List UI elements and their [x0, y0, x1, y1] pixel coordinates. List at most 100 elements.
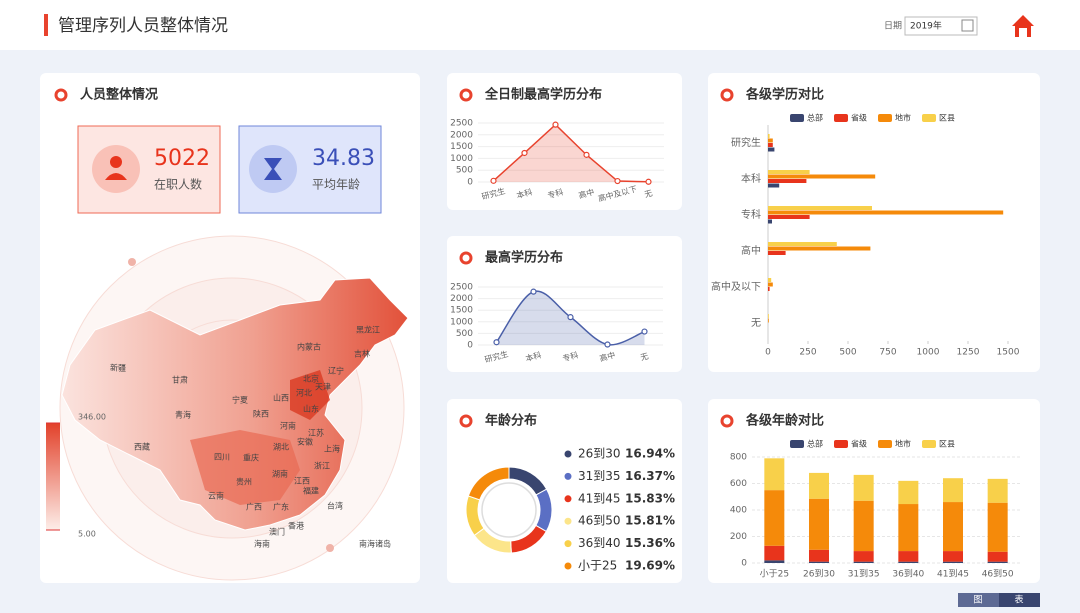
province-label: 甘肃	[172, 375, 188, 385]
y-tick-label: 200	[730, 532, 747, 542]
map-dot	[128, 258, 136, 266]
point	[614, 177, 621, 185]
y-tick-label: 400	[730, 506, 747, 516]
province-label: 北京	[303, 374, 319, 384]
x-tick-label: 31到35	[848, 568, 880, 580]
y-tick-label: 无	[751, 318, 761, 329]
province-label: 山西	[273, 393, 289, 403]
bar-segment	[853, 561, 874, 563]
y-tick-label: 800	[730, 453, 747, 463]
point	[493, 339, 500, 346]
bar	[768, 143, 773, 147]
bar-segment	[764, 560, 785, 563]
point	[604, 341, 611, 348]
line	[492, 123, 649, 183]
page-title: 管理序列人员整体情况	[58, 16, 228, 36]
province-label: 西藏	[134, 442, 150, 452]
bar-segment	[987, 561, 1008, 563]
toggle-button[interactable]	[999, 593, 1040, 607]
legend-label: 小于25	[578, 559, 617, 573]
bar-segment	[853, 474, 874, 501]
y-tick-label: 高中	[741, 244, 761, 257]
bar-segment	[809, 549, 829, 562]
y-tick-label: 500	[456, 329, 473, 339]
x-tick-label: 26到30	[803, 568, 835, 580]
y-tick-label: 2500	[450, 283, 473, 293]
visual-map-scale	[46, 423, 60, 530]
bar-segment	[853, 500, 874, 552]
legend-label: 地市	[895, 113, 911, 123]
province-label: 天津	[315, 382, 331, 392]
province-label: 宁夏	[232, 395, 248, 405]
value-label: 15.83%	[625, 491, 675, 505]
home-icon[interactable]	[1012, 15, 1034, 37]
province-label: 福建	[303, 486, 319, 496]
legend-label: 区县	[939, 440, 955, 449]
value-label: 15.36%	[625, 536, 675, 550]
x-tick-label: 专科	[546, 187, 564, 201]
bar-segment	[943, 478, 963, 503]
y-tick-label: 0	[467, 178, 473, 188]
x-tick-label: 250	[799, 348, 816, 358]
legend-label: 总部	[807, 439, 823, 449]
province-label: 上海	[324, 444, 340, 454]
x-tick-label: 46到50	[982, 568, 1014, 580]
point	[552, 121, 559, 128]
inner-ring	[481, 482, 537, 538]
panel-title: 人员整体情况	[80, 87, 158, 103]
visual-map-label: 346.00	[78, 413, 106, 422]
legend-swatch	[564, 495, 572, 503]
legend-label: 46到50	[578, 514, 621, 528]
province-label: 南海诸岛	[359, 539, 391, 549]
bar	[768, 314, 769, 318]
stat-icon-bg	[92, 145, 140, 193]
point	[567, 314, 574, 321]
province-label: 青海	[175, 410, 191, 420]
map-dot	[326, 544, 334, 552]
province-label: 新疆	[110, 363, 126, 373]
toggle-label: 表	[1014, 594, 1023, 606]
legend-swatch	[564, 562, 572, 570]
x-tick-label: 1500	[997, 348, 1020, 358]
y-tick-label: 研究生	[731, 136, 761, 149]
panel-title: 年龄分布	[485, 413, 537, 429]
legend-label: 省级	[851, 113, 867, 123]
y-tick-label: 2000	[450, 130, 473, 140]
x-tick-label: 750	[879, 348, 896, 358]
panel-title: 最高学历分布	[485, 250, 563, 266]
panel	[447, 73, 682, 210]
province-label: 吉林	[354, 349, 370, 359]
province-label: 台湾	[327, 501, 343, 511]
legend-label: 省级	[851, 439, 867, 449]
province-label: 重庆	[243, 453, 259, 463]
china-map[interactable]	[61, 277, 409, 531]
bar	[768, 179, 807, 183]
legend-swatch	[878, 440, 892, 448]
province-label: 辽宁	[328, 366, 344, 376]
bar-segment	[987, 478, 1008, 503]
legend-label: 41到45	[578, 491, 621, 505]
legend-swatch	[922, 440, 936, 448]
panel	[447, 236, 682, 372]
legend-swatch	[564, 472, 572, 480]
calendar-icon[interactable]	[961, 19, 974, 32]
area	[493, 124, 649, 182]
title-icon	[459, 414, 473, 428]
map-region[interactable]	[290, 370, 330, 420]
stat-label: 在职人数	[154, 177, 202, 192]
value-label: 16.37%	[625, 469, 675, 483]
date-input[interactable]	[904, 16, 978, 36]
y-tick-label: 2000	[450, 294, 473, 304]
legend-swatch	[564, 540, 572, 548]
toggle-button[interactable]	[958, 593, 999, 607]
bar-segment	[853, 551, 874, 562]
person-icon	[105, 156, 127, 180]
x-tick-label: 0	[765, 348, 771, 358]
date-label: 日期	[884, 21, 902, 32]
x-tick-label: 小于25	[760, 569, 789, 580]
province-label: 黑龙江	[356, 325, 380, 335]
x-tick-label: 本科	[524, 350, 542, 364]
province-label: 山东	[303, 404, 319, 414]
map-region[interactable]	[190, 430, 300, 505]
legend-swatch	[834, 440, 848, 448]
